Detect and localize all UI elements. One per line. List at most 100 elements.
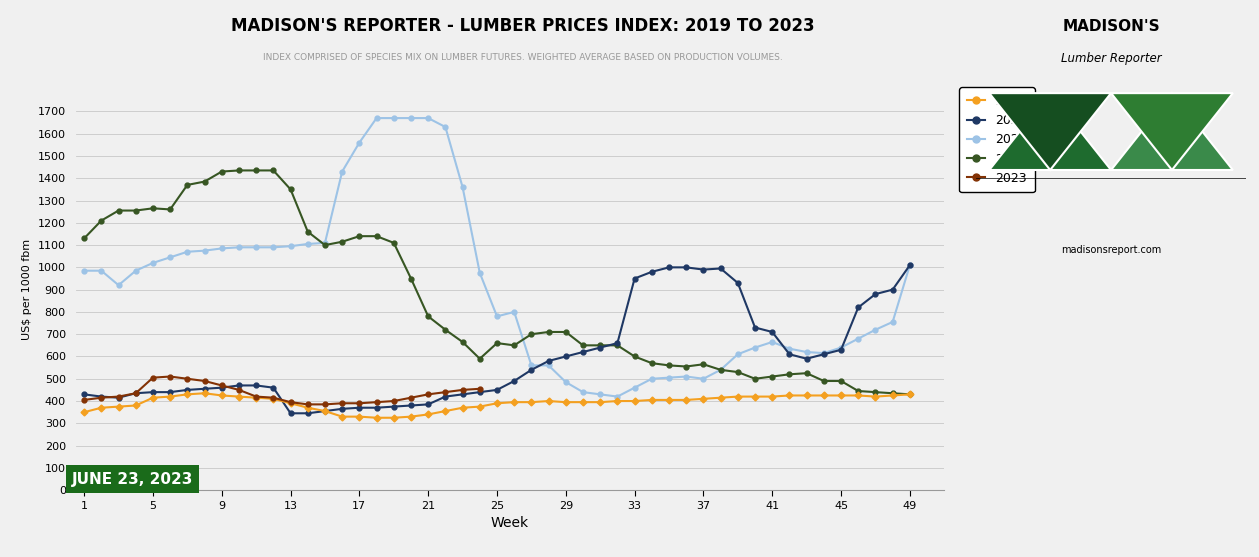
2019 xyxy=(232,393,247,400)
2019 xyxy=(421,411,436,418)
2019 xyxy=(490,400,505,407)
2022 xyxy=(162,206,178,213)
2021 xyxy=(558,379,573,385)
2019 xyxy=(180,391,195,398)
2021 xyxy=(438,124,453,130)
2019 xyxy=(885,392,900,399)
2019 xyxy=(317,408,332,414)
2019 xyxy=(713,394,728,401)
2022 xyxy=(232,167,247,174)
2022 xyxy=(490,340,505,346)
2023 xyxy=(335,400,350,407)
2023 xyxy=(111,393,126,400)
2021 xyxy=(454,184,470,190)
2021 xyxy=(816,350,831,356)
2021 xyxy=(524,362,539,369)
2023 xyxy=(317,401,332,408)
2020 xyxy=(524,367,539,373)
2021 xyxy=(335,168,350,175)
2022 xyxy=(593,342,608,349)
2019 xyxy=(799,392,815,399)
2020 xyxy=(730,280,745,286)
2023 xyxy=(128,390,144,397)
2020 xyxy=(679,264,694,271)
2021 xyxy=(421,115,436,121)
2022 xyxy=(885,390,900,397)
2022 xyxy=(833,378,849,384)
Line: 2023: 2023 xyxy=(82,374,482,407)
2019 xyxy=(903,391,918,398)
2020 xyxy=(627,275,642,282)
2020 xyxy=(351,404,366,411)
2022 xyxy=(627,353,642,360)
2020 xyxy=(387,403,402,410)
2022 xyxy=(403,275,418,282)
2020 xyxy=(93,393,108,400)
2020 xyxy=(317,408,332,414)
2020 xyxy=(180,387,195,393)
2019 xyxy=(764,393,779,400)
2019 xyxy=(558,399,573,405)
2021 xyxy=(903,262,918,268)
2020 xyxy=(593,344,608,351)
Text: JUNE 23, 2023: JUNE 23, 2023 xyxy=(72,472,193,486)
2019 xyxy=(867,393,883,400)
2021 xyxy=(782,345,797,352)
2021 xyxy=(472,270,487,276)
2019 xyxy=(472,403,487,410)
2020 xyxy=(782,351,797,358)
2020 xyxy=(232,382,247,389)
2019 xyxy=(524,399,539,405)
2022 xyxy=(180,182,195,188)
2020 xyxy=(713,265,728,272)
2019 xyxy=(335,413,350,420)
2023 xyxy=(283,399,298,405)
2022 xyxy=(816,378,831,384)
2021 xyxy=(696,375,711,382)
2022 xyxy=(454,339,470,345)
2019 xyxy=(730,393,745,400)
2022 xyxy=(867,389,883,395)
2020 xyxy=(816,351,831,358)
2022 xyxy=(645,360,660,367)
2022 xyxy=(128,207,144,214)
2021 xyxy=(214,245,229,252)
2021 xyxy=(403,115,418,121)
2019 xyxy=(506,399,521,405)
2020 xyxy=(266,384,281,391)
2022 xyxy=(335,238,350,245)
2022 xyxy=(266,167,281,174)
2021 xyxy=(128,267,144,274)
2019 xyxy=(196,390,212,397)
2020 xyxy=(506,378,521,384)
2019 xyxy=(77,409,92,416)
2022 xyxy=(421,313,436,320)
2023 xyxy=(248,393,263,400)
2020 xyxy=(196,385,212,392)
2020 xyxy=(764,329,779,335)
2020 xyxy=(661,264,676,271)
2021 xyxy=(679,373,694,380)
2021 xyxy=(593,391,608,398)
2020 xyxy=(490,387,505,393)
2023 xyxy=(387,398,402,404)
2019 xyxy=(128,402,144,409)
2020 xyxy=(128,390,144,397)
2020 xyxy=(248,382,263,389)
2020 xyxy=(885,286,900,293)
2021 xyxy=(645,375,660,382)
Y-axis label: US$ per 1000 fbm: US$ per 1000 fbm xyxy=(23,239,33,340)
2019 xyxy=(454,404,470,411)
2023 xyxy=(196,378,212,384)
2021 xyxy=(266,244,281,251)
2020 xyxy=(421,401,436,408)
2022 xyxy=(438,326,453,333)
2020 xyxy=(609,340,624,346)
2022 xyxy=(696,361,711,368)
2021 xyxy=(145,260,160,266)
2021 xyxy=(351,139,366,146)
2022 xyxy=(387,240,402,246)
2020 xyxy=(833,346,849,353)
2023 xyxy=(180,375,195,382)
2019 xyxy=(575,399,590,405)
